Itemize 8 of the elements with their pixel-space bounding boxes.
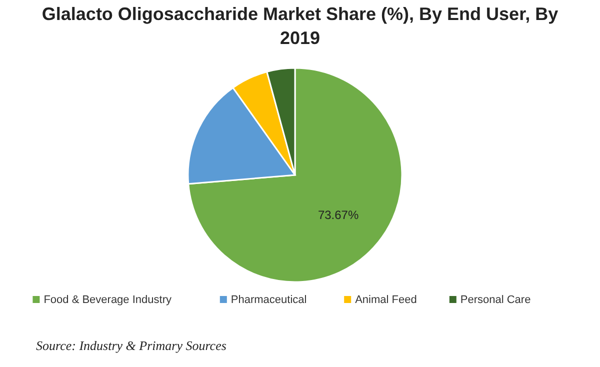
source-note: Source: Industry & Primary Sources xyxy=(36,338,226,353)
legend-label: Food & Beverage Industry xyxy=(44,294,172,306)
chart-title: Glalacto Oligosaccharide Market Share (%), By End User, By 2019 xyxy=(42,4,558,48)
legend-label: Animal Feed xyxy=(355,294,417,306)
legend-label: Pharmaceutical xyxy=(230,294,307,306)
pie-slice xyxy=(188,67,403,283)
data-label: 73.67% xyxy=(318,208,359,222)
legend-label: Personal Care xyxy=(460,294,531,306)
